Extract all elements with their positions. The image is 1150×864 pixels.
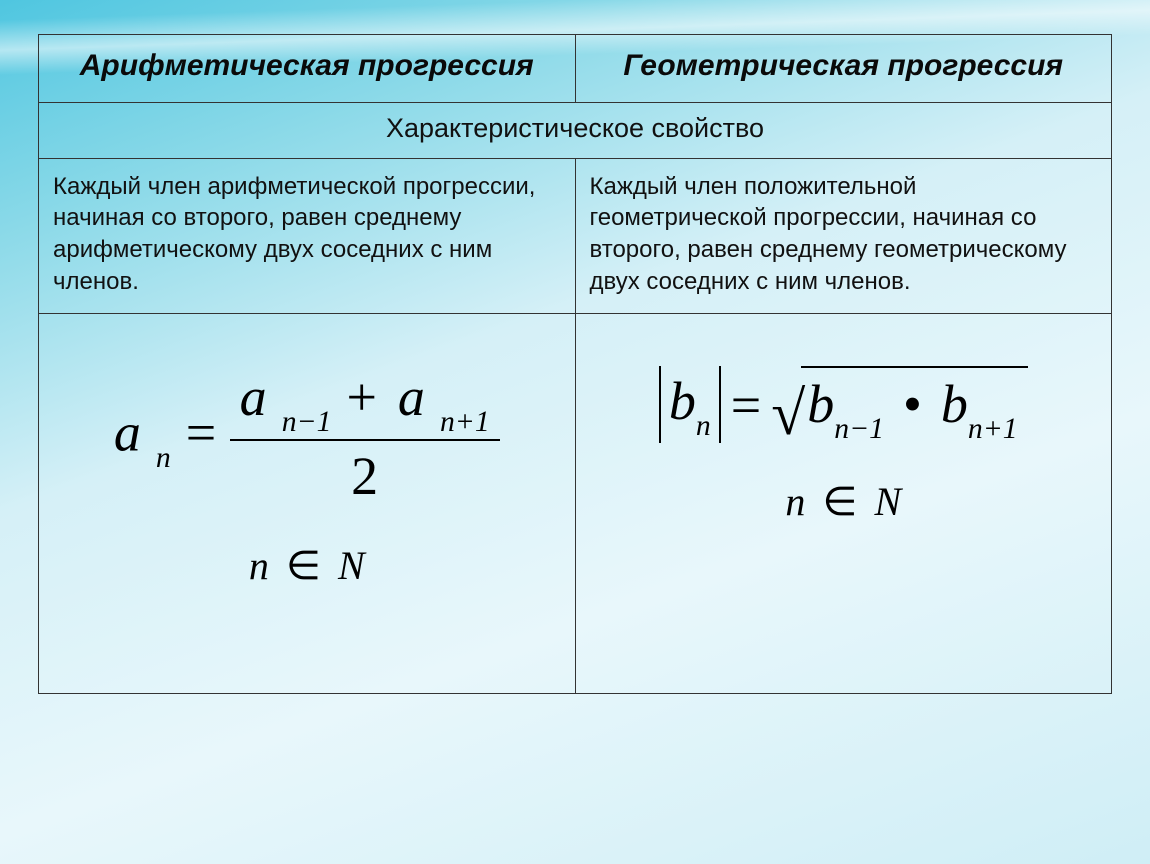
- arith-fraction: a n−1 + a n+1 2: [230, 366, 500, 507]
- arith-cond-rhs: N: [338, 543, 365, 588]
- formula-geometric: bn = √ bn−1 • bn+1 n ∈ N: [575, 314, 1112, 694]
- geom-rad-left-sub: n−1: [834, 413, 884, 445]
- arith-formula: a n = a n−1 + a n+1 2: [59, 366, 555, 507]
- desc-geometric: Каждый член положительной геометрической…: [575, 158, 1112, 314]
- geom-lhs-var: b: [669, 371, 696, 431]
- arith-plus: +: [346, 367, 376, 427]
- geom-formula: bn = √ bn−1 • bn+1: [596, 366, 1092, 443]
- comparison-table: Арифметическая прогрессия Геометрическая…: [38, 34, 1112, 694]
- geom-lhs-sub: n: [696, 410, 711, 442]
- arith-denom: 2: [230, 441, 500, 507]
- header-arithmetic: Арифметическая прогрессия: [39, 35, 576, 103]
- header-geometric: Геометрическая прогрессия: [575, 35, 1112, 103]
- geom-cond-rhs: N: [874, 479, 901, 524]
- arith-condition: n ∈ N: [59, 542, 555, 589]
- geom-rad-right-var: b: [941, 374, 968, 434]
- geom-condition: n ∈ N: [596, 478, 1092, 525]
- arith-num-left-var: a: [240, 367, 267, 427]
- desc-arithmetic: Каждый член арифметической прогрессии, н…: [39, 158, 576, 314]
- geom-cond-rel: ∈: [822, 479, 857, 524]
- description-row: Каждый член арифметической прогрессии, н…: [39, 158, 1112, 314]
- arith-num-right-var: a: [398, 367, 425, 427]
- formula-row: a n = a n−1 + a n+1 2: [39, 314, 1112, 694]
- arith-cond-rel: ∈: [286, 543, 321, 588]
- section-row: Характеристическое свойство: [39, 102, 1112, 158]
- arith-num-left-sub: n−1: [282, 406, 332, 438]
- geom-abs: bn: [659, 366, 721, 443]
- header-row: Арифметическая прогрессия Геометрическая…: [39, 35, 1112, 103]
- arith-lhs-var: a: [114, 403, 141, 463]
- geom-sqrt: √ bn−1 • bn+1: [771, 367, 1027, 442]
- geom-eq: =: [731, 374, 761, 436]
- geom-rad-right-sub: n+1: [968, 413, 1018, 445]
- geom-dot: •: [903, 374, 922, 434]
- comparison-table-wrapper: Арифметическая прогрессия Геометрическая…: [38, 34, 1112, 694]
- geom-cond-lhs: n: [785, 479, 805, 524]
- section-title: Характеристическое свойство: [39, 102, 1112, 158]
- formula-arithmetic: a n = a n−1 + a n+1 2: [39, 314, 576, 694]
- arith-eq: =: [186, 403, 230, 463]
- arith-lhs-sub: n: [156, 442, 171, 474]
- arith-num-right-sub: n+1: [440, 406, 490, 438]
- geom-rad-left-var: b: [807, 374, 834, 434]
- arith-cond-lhs: n: [249, 543, 269, 588]
